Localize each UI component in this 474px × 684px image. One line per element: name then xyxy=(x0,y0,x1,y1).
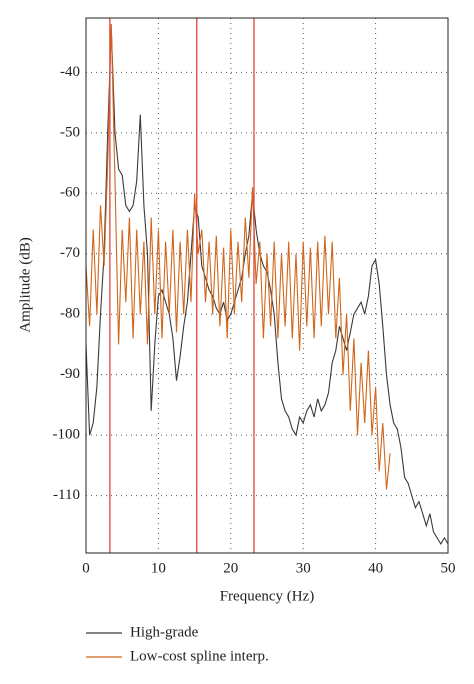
y-tick-label: -90 xyxy=(60,366,80,382)
x-tick-label: 50 xyxy=(441,560,456,576)
y-tick-label: -110 xyxy=(53,487,80,503)
y-tick-label: -80 xyxy=(60,306,80,322)
y-tick-label: -60 xyxy=(60,185,80,201)
y-axis-label: Amplitude (dB) xyxy=(17,237,33,332)
y-tick-label: -70 xyxy=(60,245,80,261)
x-tick-label: 10 xyxy=(151,560,166,576)
x-tick-label: 30 xyxy=(296,560,311,576)
legend-label: High-grade xyxy=(130,624,199,640)
x-tick-label: 0 xyxy=(82,560,90,576)
series-line xyxy=(85,23,391,490)
y-tick-label: -100 xyxy=(53,427,81,443)
legend-label: Low-cost spline interp. xyxy=(130,648,269,664)
series-line xyxy=(85,30,449,545)
y-tick-label: -40 xyxy=(60,64,80,80)
x-axis-label: Frequency (Hz) xyxy=(220,588,315,604)
x-tick-label: 40 xyxy=(368,560,383,576)
plot-frame xyxy=(85,17,449,554)
y-tick-label: -50 xyxy=(60,124,80,140)
x-tick-label: 20 xyxy=(223,560,238,576)
